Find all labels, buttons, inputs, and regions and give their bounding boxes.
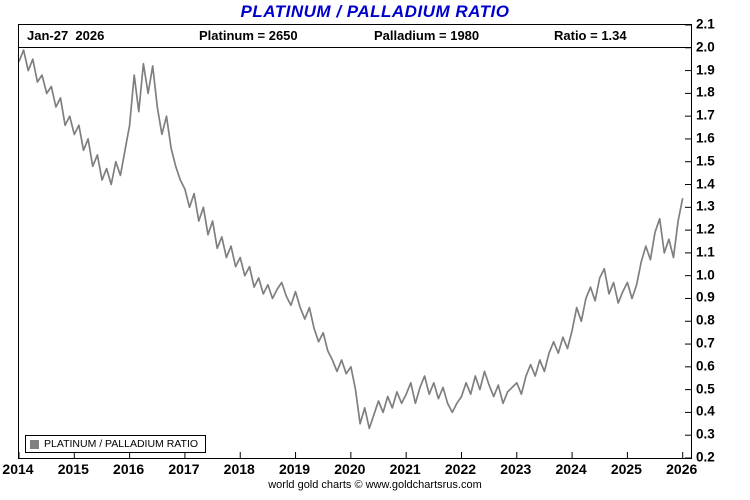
y-tick-label: 1.3 <box>696 198 715 214</box>
y-tick-label: 0.3 <box>696 426 715 442</box>
y-tick-label: 1.5 <box>696 153 715 169</box>
x-tick-label: 2017 <box>168 461 200 477</box>
y-tick-label: 0.4 <box>696 403 715 419</box>
x-tick-label: 2019 <box>278 461 311 477</box>
x-tick-label: 2021 <box>389 461 421 477</box>
y-tick-label: 1.7 <box>696 107 715 123</box>
x-tick-label: 2020 <box>334 461 366 477</box>
y-tick-label: 0.2 <box>696 449 715 465</box>
y-tick-label: 0.8 <box>696 312 715 328</box>
quote-header: Jan-27 2026 Platinum = 2650 Palladium = … <box>19 25 691 48</box>
x-tick-label: 2014 <box>2 461 34 477</box>
y-tick-label: 1.2 <box>696 221 715 237</box>
y-tick-label: 1.9 <box>696 62 715 78</box>
legend-label: PLATINUM / PALLADIUM RATIO <box>44 438 199 450</box>
y-tick-label: 1.1 <box>696 244 715 260</box>
x-tick-label: 2024 <box>555 461 587 477</box>
x-tick-label: 2026 <box>666 461 698 477</box>
source-attribution: world gold charts © www.goldchartsrus.co… <box>268 479 482 491</box>
y-tick-label: 0.6 <box>696 358 715 374</box>
y-tick-label: 2.1 <box>696 16 715 32</box>
y-tick-label: 0.9 <box>696 289 715 305</box>
ratio-line <box>19 49 684 430</box>
x-tick-label: 2018 <box>223 461 255 477</box>
x-tick-label: 2025 <box>610 461 642 477</box>
x-tick-label: 2015 <box>57 461 89 477</box>
y-tick-label: 1.0 <box>696 267 715 283</box>
x-tick-label: 2023 <box>500 461 532 477</box>
y-tick-label: 1.8 <box>696 84 715 100</box>
quote-date-label: Jan-27 2026 <box>27 28 105 43</box>
y-tick-label: 0.7 <box>696 335 715 351</box>
y-tick-label: 1.6 <box>696 130 715 146</box>
plot-area <box>19 25 691 458</box>
ratio-value-label: Ratio = 1.34 <box>554 28 627 43</box>
legend-swatch-icon <box>30 439 39 449</box>
plot-frame: Jan-27 2026 Platinum = 2650 Palladium = … <box>18 24 692 459</box>
chart-title: PLATINUM / PALLADIUM RATIO <box>240 2 510 21</box>
platinum-price-label: Platinum = 2650 <box>199 28 298 43</box>
x-tick-label: 2022 <box>444 461 477 477</box>
legend: PLATINUM / PALLADIUM RATIO <box>25 435 207 453</box>
palladium-price-label: Palladium = 1980 <box>374 28 480 43</box>
y-tick-label: 1.4 <box>696 176 715 192</box>
y-tick-label: 0.5 <box>696 381 715 397</box>
x-tick-label: 2016 <box>113 461 145 477</box>
y-tick-label: 2.0 <box>696 39 715 55</box>
